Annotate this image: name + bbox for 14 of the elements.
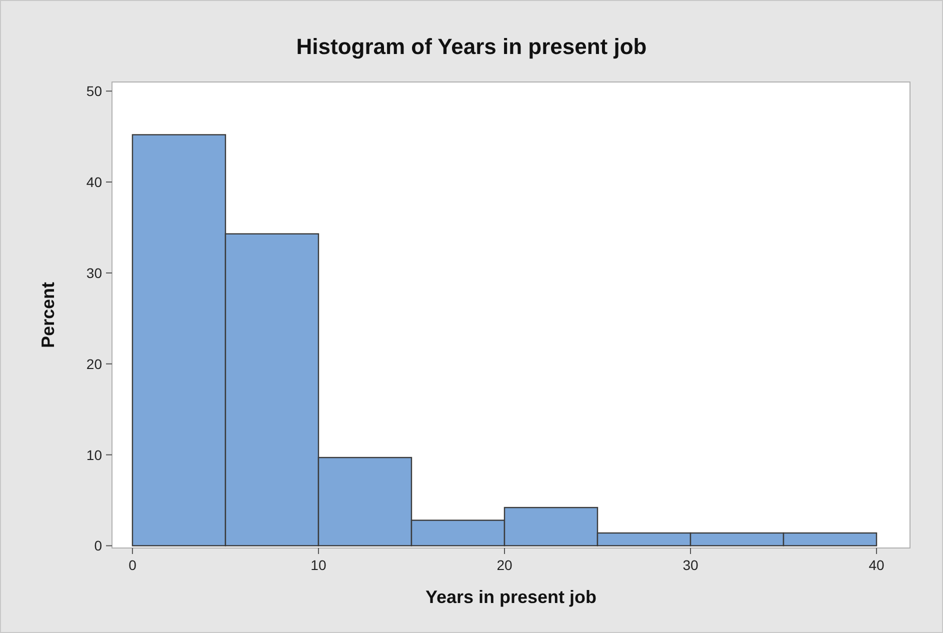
y-tick-label: 0: [94, 538, 102, 554]
x-tick-label: 20: [496, 557, 512, 573]
x-tick-label: 30: [682, 557, 698, 573]
y-axis-title: Percent: [38, 282, 58, 348]
x-axis-title: Years in present job: [425, 587, 597, 607]
x-tick-label: 40: [868, 557, 885, 573]
y-tick-label: 40: [86, 174, 102, 190]
y-tick-label: 30: [86, 264, 102, 281]
chart-title: Histogram of Years in present job: [296, 34, 647, 59]
y-tick-label: 50: [86, 83, 102, 100]
x-tick-label: 10: [310, 557, 326, 573]
y-tick-label: 10: [86, 446, 102, 463]
x-tick-label: 0: [128, 557, 137, 573]
y-tick-label: 20: [86, 356, 102, 372]
